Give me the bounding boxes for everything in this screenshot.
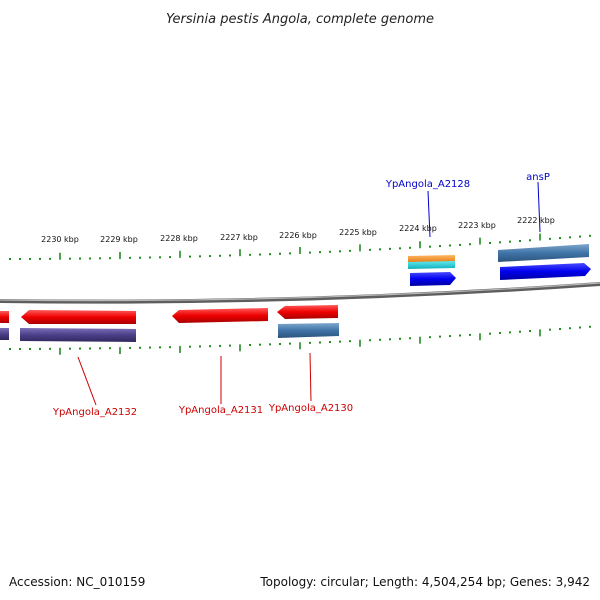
gene-arrow-ansp[interactable] xyxy=(500,263,591,280)
scale-label-2224: 2224 kbp xyxy=(399,224,437,233)
gene-arrow-ypangola-a2131[interactable] xyxy=(172,308,268,323)
gene-leader-lines xyxy=(77,181,541,406)
gene-label-ypangola-a2131[interactable]: YpAngola_A2131 xyxy=(178,405,263,416)
forward-features xyxy=(408,244,591,286)
leader-line-ypangola-a2128 xyxy=(427,190,431,238)
map-title: Yersinia pestis Angola, complete genome xyxy=(166,12,434,27)
upper-tick-track xyxy=(9,233,591,260)
scale-label-2223: 2223 kbp xyxy=(458,221,496,230)
scale-label-2229: 2229 kbp xyxy=(100,235,138,244)
gene-arrow-ypangola-a2132[interactable] xyxy=(21,310,136,324)
accession-text: Accession: NC_010159 xyxy=(9,575,145,589)
gene-feature-steelblue-ansp[interactable] xyxy=(498,244,589,262)
scale-label-2225: 2225 kbp xyxy=(339,228,377,237)
gene-labels: ansP YpAngola_A2128 YpAngola_A2130 YpAng… xyxy=(52,172,550,418)
gene-label-ansp[interactable]: ansP xyxy=(526,172,550,183)
leader-line-ypangola-a2132 xyxy=(77,356,97,406)
scale-label-2228: 2228 kbp xyxy=(160,234,198,243)
scale-label-2222: 2222 kbp xyxy=(517,216,555,225)
gene-feature-purple-partial[interactable] xyxy=(0,328,9,340)
gene-feature-orange[interactable] xyxy=(408,255,455,263)
gene-feature-steelblue-a2130[interactable] xyxy=(278,323,339,338)
gene-feature-purple-a2132[interactable] xyxy=(20,328,136,342)
genome-summary-text: Topology: circular; Length: 4,504,254 bp… xyxy=(259,575,590,589)
reverse-features xyxy=(0,305,339,342)
lower-tick-track xyxy=(9,325,591,355)
gene-feature-cyan[interactable] xyxy=(408,261,455,269)
scale-label-2227: 2227 kbp xyxy=(220,233,258,242)
gene-arrow-partial-left[interactable] xyxy=(0,311,9,323)
genome-backbone-highlight xyxy=(0,282,600,302)
scale-labels: 2230 kbp 2229 kbp 2228 kbp 2227 kbp 2226… xyxy=(41,216,555,244)
scale-label-2226: 2226 kbp xyxy=(279,231,317,240)
gene-label-ypangola-a2128[interactable]: YpAngola_A2128 xyxy=(385,179,470,190)
genome-backbone xyxy=(0,282,600,304)
gene-label-ypangola-a2132[interactable]: YpAngola_A2132 xyxy=(52,407,137,418)
gene-label-ypangola-a2130[interactable]: YpAngola_A2130 xyxy=(268,403,353,414)
scale-label-2230: 2230 kbp xyxy=(41,235,79,244)
gene-arrow-ypangola-a2128[interactable] xyxy=(410,272,456,286)
leader-line-ypangola-a2130 xyxy=(309,352,312,402)
gene-arrow-ypangola-a2130[interactable] xyxy=(277,305,338,319)
leader-line-ansp xyxy=(537,181,541,233)
